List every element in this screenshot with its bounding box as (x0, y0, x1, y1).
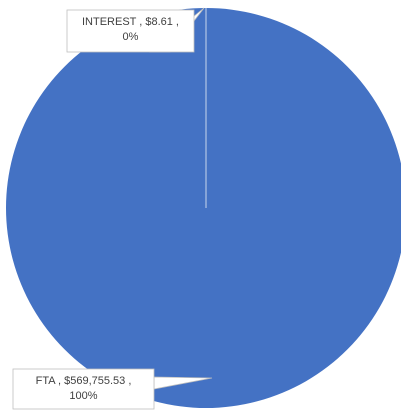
data-label-fta: FTA , $569,755.53 , 100% (12, 368, 213, 410)
pie-slice-fta (6, 8, 401, 408)
data-labels: INTEREST , $8.61 , 0% FTA , $569,755.53 , 1… (12, 7, 213, 410)
data-label-percent: 0% (123, 31, 139, 43)
data-label-value: FTA , $569,755.53 , (36, 375, 132, 387)
pie-slices (6, 7, 401, 408)
data-label-value: INTEREST , $8.61 , (82, 16, 179, 28)
callout-box (66, 9, 195, 53)
data-label-interest: INTEREST , $8.61 , 0% (66, 7, 205, 53)
data-label-percent: 100% (69, 390, 97, 402)
callout-box (12, 368, 155, 410)
